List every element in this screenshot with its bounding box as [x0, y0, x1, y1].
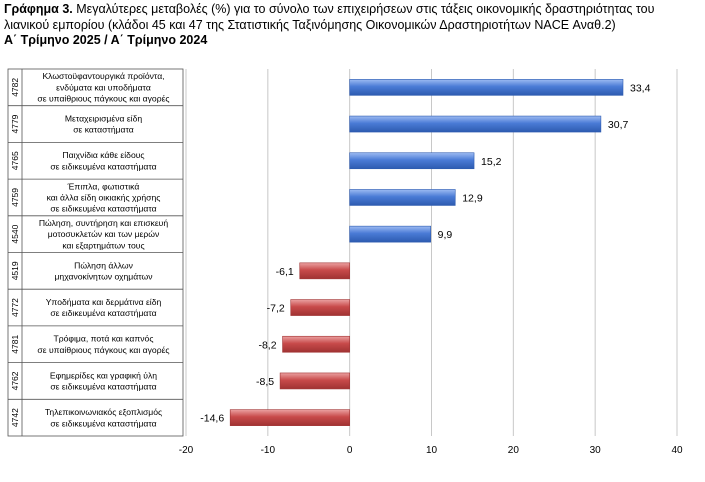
bar	[282, 335, 350, 353]
data-label: -6,1	[276, 266, 294, 278]
category-label: σε υπαίθριους πάγκους και αγορές	[37, 345, 169, 355]
category-label: Πώληση, συντήρηση και επισκευή	[39, 218, 169, 228]
category-table: 4782 Κλωστοϋφαντουργικά προϊόντα,ενδύματα…	[7, 68, 184, 437]
data-label: -8,2	[258, 339, 276, 351]
category-code: 4779	[10, 114, 20, 133]
data-label: 33,4	[630, 82, 651, 94]
bar	[349, 189, 456, 206]
category-code: 4540	[10, 224, 20, 243]
bar	[229, 409, 350, 426]
bars	[229, 79, 624, 426]
x-axis-ticks: -20 -10 0 10 20 30 40	[179, 445, 683, 456]
data-label: 9,9	[438, 229, 453, 241]
category-label: Κλωστοϋφαντουργικά προϊόντα,	[42, 71, 164, 81]
data-label: -7,2	[267, 303, 285, 315]
category-code: 4782	[10, 78, 20, 97]
bar	[279, 372, 350, 390]
tick-label: 40	[671, 445, 683, 456]
category-label: ενδύματα και υποδήματα	[56, 82, 151, 92]
category-code: 4519	[10, 261, 20, 280]
category-label: μοτοσυκλετών και των μερών	[48, 229, 160, 239]
value-labels: 33,4 30,7 15,2 12,9 9,9 -6,1 -7,2 -8,2 -8,5 -14,6	[200, 82, 650, 424]
category-label: Μεταχειρισμένα είδη	[65, 113, 143, 123]
category-label: σε ειδικευμένα καταστήματα	[50, 161, 156, 171]
category-label: σε ειδικευμένα καταστήματα	[50, 308, 156, 318]
category-label: μηχανοκίνητων οχημάτων	[54, 271, 152, 281]
tick-label: 30	[590, 445, 602, 456]
bar	[349, 225, 431, 243]
data-label: -14,6	[200, 413, 224, 425]
data-label: 15,2	[481, 156, 502, 168]
data-label: 12,9	[462, 192, 483, 204]
category-label: Τηλεπικοινωνιακός εξοπλισμός	[45, 407, 162, 417]
category-code: 4765	[10, 151, 20, 170]
tick-label: 20	[508, 445, 520, 456]
title-prefix: Γράφημα 3.	[4, 2, 73, 16]
category-code: 4781	[10, 335, 20, 354]
data-label: -8,5	[256, 376, 274, 388]
category-label: Παιχνίδια κάθε είδους	[62, 150, 144, 160]
bar	[290, 299, 350, 316]
bar	[299, 262, 350, 280]
category-label: και εξαρτημάτων τους	[62, 240, 144, 250]
category-label: και άλλα είδη οικιακής χρήσης	[47, 192, 161, 202]
category-label: σε ειδικευμένα καταστήματα	[50, 204, 156, 214]
category-label: Έπιπλα, φωτιστικά	[67, 181, 140, 191]
category-label: σε ειδικευμένα καταστήματα	[50, 382, 156, 392]
category-code: 4759	[10, 188, 20, 207]
category-label: Τρόφιμα, ποτά και καπνός	[54, 334, 154, 344]
tick-label: -20	[179, 445, 194, 456]
tick-label: -10	[261, 445, 276, 456]
chart-subtitle: Α΄ Τρίμηνο 2025 / Α΄ Τρίμηνο 2024	[4, 33, 208, 47]
category-label: Πώληση άλλων	[74, 260, 133, 270]
bar	[349, 115, 602, 133]
data-label: 30,7	[608, 119, 629, 131]
category-code: 4772	[10, 298, 20, 317]
category-code: 4762	[10, 371, 20, 390]
bar	[349, 79, 624, 96]
category-label: σε καταστήματα	[73, 125, 134, 135]
category-label: Υποδήματα και δερμάτινα είδη	[46, 297, 162, 307]
chart-title: Γράφημα 3. Μεγαλύτερες μεταβολές (%) για…	[4, 2, 702, 49]
bar	[349, 152, 475, 170]
tick-label: 0	[347, 445, 353, 456]
tick-label: 10	[426, 445, 438, 456]
category-label: σε ειδικευμένα καταστήματα	[50, 418, 156, 428]
category-code: 4742	[10, 408, 20, 427]
title-text: Μεγαλύτερες μεταβολές (%) για το σύνολο …	[4, 2, 655, 32]
category-label: Εφημερίδες και γραφική ύλη	[50, 370, 157, 380]
category-label: σε υπαίθριους πάγκους και αγορές	[37, 94, 169, 104]
